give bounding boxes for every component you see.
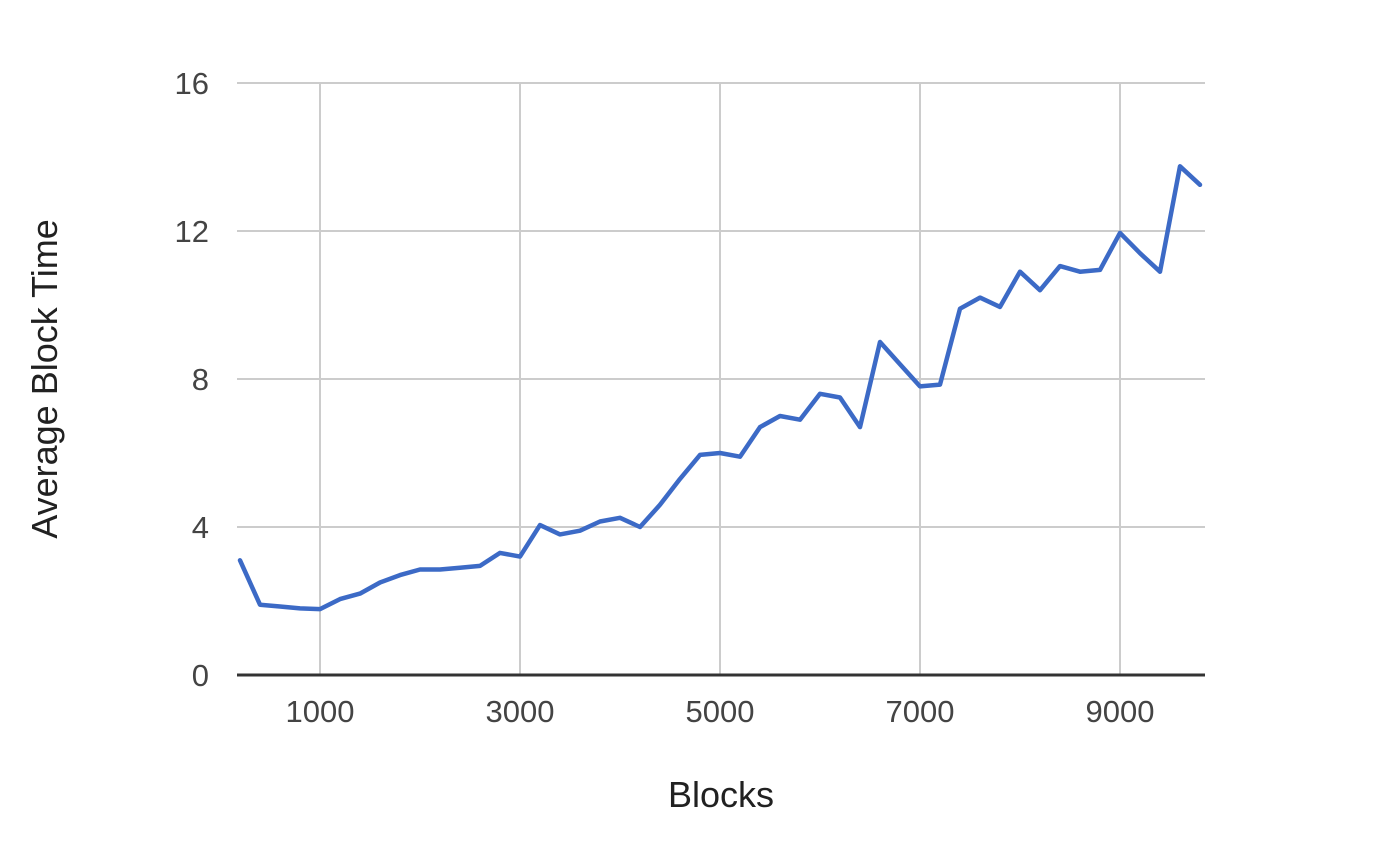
y-tick-label-4: 4 [192,510,209,545]
x-tick-label-7000: 7000 [886,694,955,729]
x-tick-label-1000: 1000 [286,694,355,729]
y-tick-label-8: 8 [192,362,209,397]
y-tick-label-12: 12 [175,214,209,249]
y-axis-tick-labels: 0 4 8 12 16 [175,66,209,693]
vertical-gridlines [319,83,1121,675]
y-tick-label-0: 0 [192,658,209,693]
x-axis-tick-labels: 1000 3000 5000 7000 9000 [286,694,1155,729]
data-series-line [237,164,1203,612]
x-tick-label-5000: 5000 [686,694,755,729]
x-tick-label-3000: 3000 [486,694,555,729]
y-tick-label-16: 16 [175,66,209,101]
x-tick-label-9000: 9000 [1086,694,1155,729]
x-axis-title: Blocks [668,774,774,815]
y-axis-title: Average Block Time [24,219,65,538]
